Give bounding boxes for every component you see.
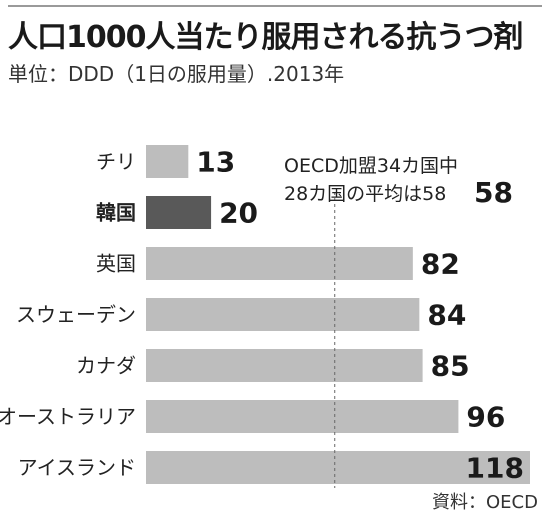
value-label: 118: [466, 452, 524, 485]
value-label: 82: [421, 248, 460, 281]
category-label: チリ: [96, 150, 136, 174]
chart-title: 人口1000人当たり服用される抗うつ剤: [8, 20, 523, 55]
bar: [146, 247, 413, 280]
bars-group: チリ 13 韓国 20 英国 82 スウェーデン 84 カナダ 85 オーストラリア 96 アイスランド…: [0, 145, 530, 485]
chart-subtitle: 単位：DDD（1日の服用量）.2013年: [8, 62, 345, 86]
value-label: 13: [196, 146, 235, 179]
bar: [146, 451, 530, 484]
top-rule: [8, 5, 542, 7]
category-label: 韓国: [96, 201, 136, 225]
bar: [146, 400, 459, 433]
bar: [146, 298, 420, 331]
category-label: カナダ: [76, 354, 136, 378]
category-label: スウェーデン: [16, 303, 136, 327]
source-note: 資料：OECD: [432, 492, 538, 513]
value-label: 20: [219, 197, 258, 230]
category-label: 英国: [96, 252, 136, 276]
average-value-label: 58: [474, 176, 513, 209]
value-label: 84: [427, 299, 466, 332]
bar: [146, 349, 423, 382]
average-annotation-line1: OECD加盟34カ国中: [284, 155, 458, 177]
bar: [146, 145, 189, 178]
value-label: 96: [466, 401, 505, 434]
category-label: オーストラリア: [0, 405, 136, 429]
average-annotation-line2: 28カ国の平均は58: [284, 183, 446, 205]
category-label: アイスランド: [18, 456, 136, 480]
value-label: 85: [431, 350, 470, 383]
bar: [146, 196, 212, 229]
